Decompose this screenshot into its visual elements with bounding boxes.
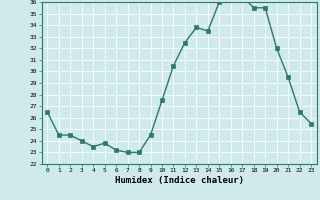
X-axis label: Humidex (Indice chaleur): Humidex (Indice chaleur): [115, 176, 244, 185]
